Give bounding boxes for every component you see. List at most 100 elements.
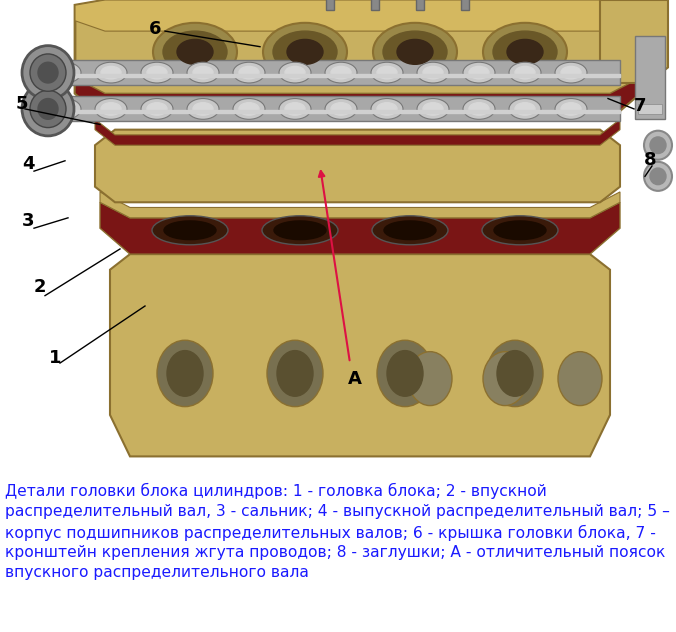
- Ellipse shape: [331, 66, 351, 79]
- Ellipse shape: [373, 23, 457, 81]
- Ellipse shape: [157, 340, 213, 406]
- Ellipse shape: [55, 66, 75, 79]
- Ellipse shape: [650, 137, 666, 154]
- Ellipse shape: [95, 99, 127, 119]
- Ellipse shape: [417, 62, 449, 83]
- Bar: [40, 74, 620, 76]
- Polygon shape: [75, 0, 640, 119]
- Ellipse shape: [141, 62, 173, 83]
- Ellipse shape: [371, 62, 403, 83]
- Ellipse shape: [507, 39, 543, 64]
- Text: 7: 7: [634, 97, 646, 115]
- Ellipse shape: [377, 102, 397, 115]
- Bar: [635, 36, 665, 119]
- Ellipse shape: [383, 31, 447, 73]
- Ellipse shape: [493, 31, 557, 73]
- Ellipse shape: [285, 102, 305, 115]
- Ellipse shape: [49, 99, 81, 119]
- Ellipse shape: [408, 351, 452, 406]
- Polygon shape: [95, 119, 620, 145]
- Ellipse shape: [30, 90, 66, 128]
- Ellipse shape: [509, 99, 541, 119]
- Ellipse shape: [267, 340, 323, 406]
- Text: 4: 4: [22, 155, 34, 173]
- Ellipse shape: [167, 351, 203, 396]
- Ellipse shape: [494, 221, 546, 240]
- Ellipse shape: [38, 62, 58, 83]
- Text: 6: 6: [149, 20, 162, 38]
- Bar: [326, 0, 334, 10]
- Ellipse shape: [482, 216, 558, 245]
- Ellipse shape: [55, 102, 75, 115]
- Ellipse shape: [153, 23, 237, 81]
- Ellipse shape: [469, 66, 489, 79]
- Ellipse shape: [377, 66, 397, 79]
- Ellipse shape: [561, 102, 581, 115]
- Ellipse shape: [555, 99, 587, 119]
- Text: 5: 5: [16, 95, 28, 112]
- Ellipse shape: [273, 31, 337, 73]
- Ellipse shape: [497, 351, 533, 396]
- Ellipse shape: [49, 62, 81, 83]
- Ellipse shape: [263, 23, 347, 81]
- Ellipse shape: [423, 102, 443, 115]
- Ellipse shape: [95, 62, 127, 83]
- Bar: [638, 104, 662, 114]
- Ellipse shape: [423, 66, 443, 79]
- Ellipse shape: [372, 216, 448, 245]
- Ellipse shape: [463, 99, 495, 119]
- Polygon shape: [75, 78, 640, 119]
- Ellipse shape: [164, 221, 216, 240]
- Ellipse shape: [233, 99, 265, 119]
- Ellipse shape: [187, 99, 219, 119]
- Text: 1: 1: [49, 349, 62, 367]
- Ellipse shape: [177, 39, 213, 64]
- Ellipse shape: [152, 216, 228, 245]
- Ellipse shape: [163, 31, 227, 73]
- Polygon shape: [110, 254, 610, 456]
- Ellipse shape: [38, 99, 58, 119]
- Ellipse shape: [558, 351, 602, 406]
- Ellipse shape: [239, 102, 259, 115]
- Ellipse shape: [325, 62, 357, 83]
- Bar: [40, 110, 620, 113]
- Ellipse shape: [397, 39, 433, 64]
- Ellipse shape: [277, 351, 313, 396]
- Ellipse shape: [644, 131, 672, 160]
- Ellipse shape: [147, 102, 167, 115]
- Ellipse shape: [262, 216, 338, 245]
- Bar: [416, 0, 424, 10]
- Text: 3: 3: [22, 212, 34, 230]
- Text: А: А: [348, 370, 362, 387]
- Ellipse shape: [487, 340, 543, 406]
- Ellipse shape: [483, 23, 567, 81]
- Ellipse shape: [22, 46, 74, 100]
- Ellipse shape: [285, 66, 305, 79]
- Text: 8: 8: [644, 151, 656, 169]
- Text: 2: 2: [34, 278, 46, 296]
- Ellipse shape: [30, 54, 66, 91]
- Ellipse shape: [644, 162, 672, 191]
- Ellipse shape: [650, 168, 666, 185]
- Ellipse shape: [509, 62, 541, 83]
- Ellipse shape: [22, 82, 74, 136]
- Ellipse shape: [274, 221, 326, 240]
- Ellipse shape: [515, 102, 535, 115]
- Ellipse shape: [239, 66, 259, 79]
- Text: Детали головки блока цилиндров: 1 - головка блока; 2 - впускной
распределительны: Детали головки блока цилиндров: 1 - голо…: [5, 483, 671, 580]
- Ellipse shape: [287, 39, 323, 64]
- Ellipse shape: [371, 99, 403, 119]
- Ellipse shape: [101, 66, 121, 79]
- Polygon shape: [95, 130, 620, 202]
- Bar: [461, 0, 469, 10]
- Ellipse shape: [187, 62, 219, 83]
- Ellipse shape: [384, 221, 436, 240]
- Ellipse shape: [463, 62, 495, 83]
- Polygon shape: [600, 0, 668, 83]
- Ellipse shape: [141, 99, 173, 119]
- Ellipse shape: [193, 102, 213, 115]
- Ellipse shape: [147, 66, 167, 79]
- Polygon shape: [100, 202, 620, 254]
- Ellipse shape: [555, 62, 587, 83]
- Ellipse shape: [377, 340, 433, 406]
